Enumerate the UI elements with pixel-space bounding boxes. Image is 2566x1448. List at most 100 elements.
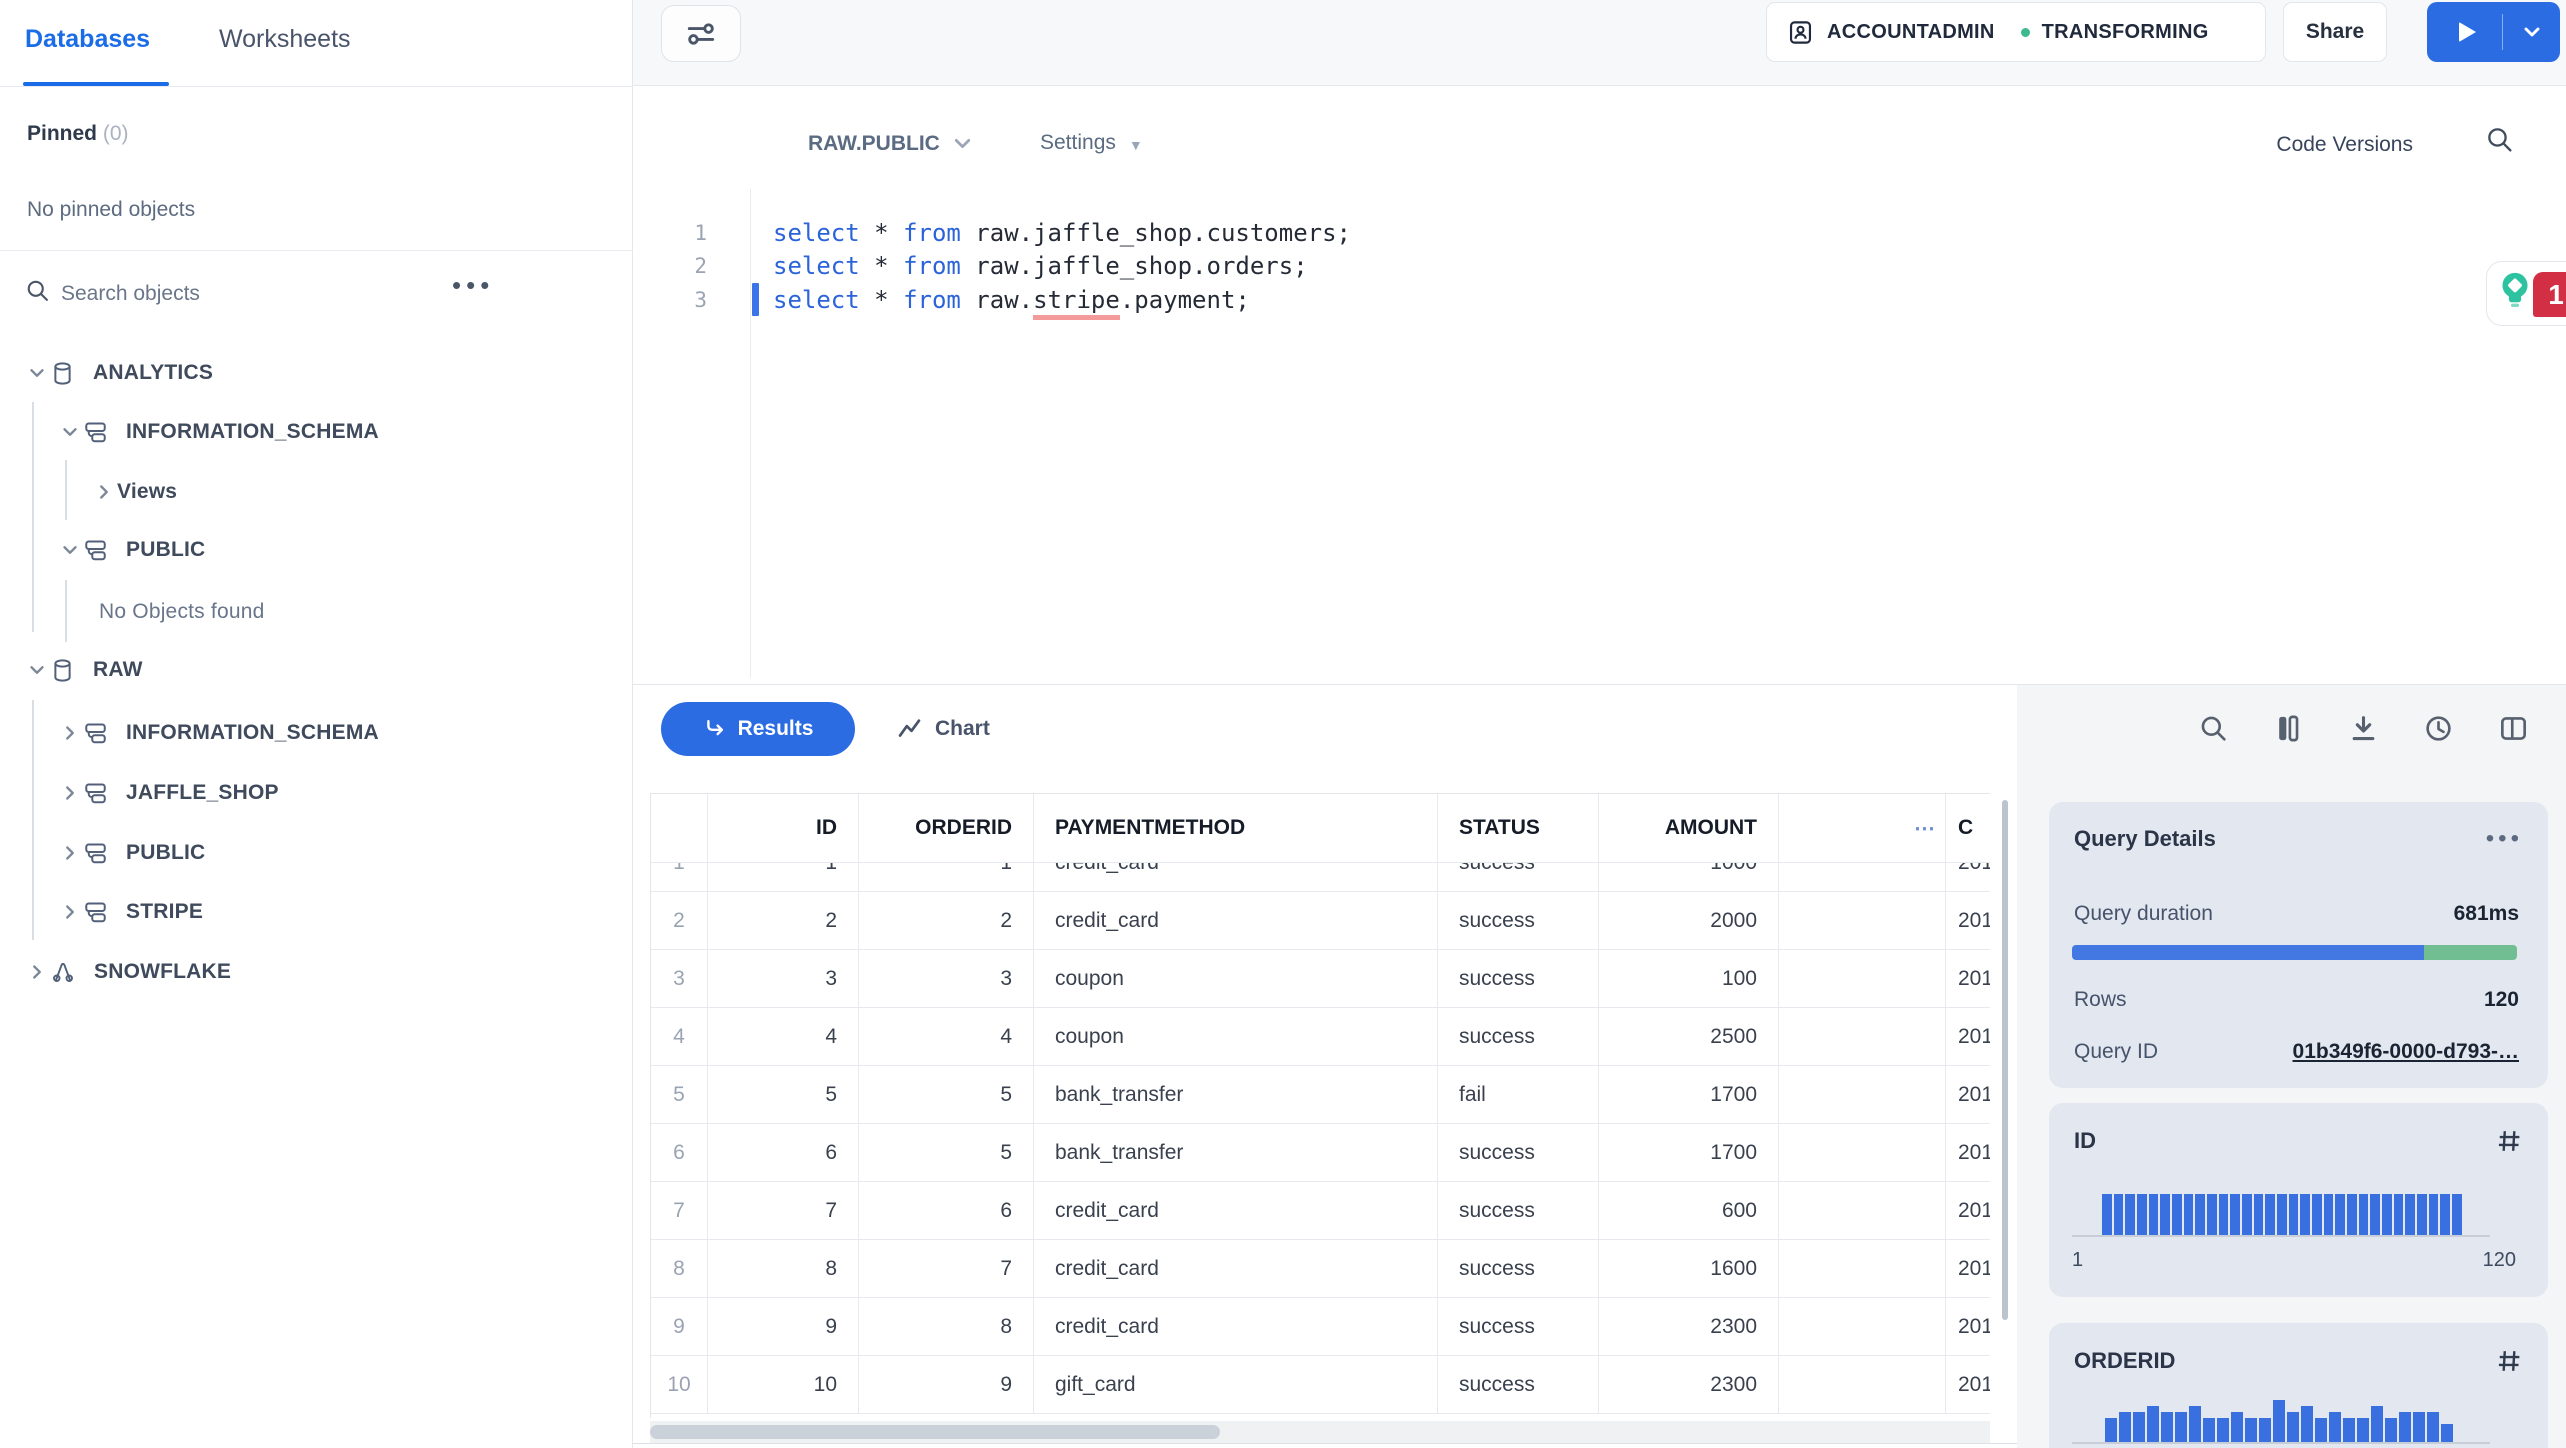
column-header-paymentmethod[interactable]: PAYMENTMETHOD [1034,794,1438,862]
settings-dropdown[interactable]: Settings ▼ [1040,131,1143,154]
grid-header-row: ID ORDERID PAYMENTMETHOD STATUS AMOUNT ⋯ C [651,794,1990,863]
histogram-bar [2189,1406,2201,1442]
application-database-icon [53,962,73,982]
column-header-orderid[interactable]: ORDERID [859,794,1034,862]
table-cell [1779,950,1946,1007]
column-header-⋯[interactable]: ⋯ [1779,794,1946,862]
table-cell: 5 [859,1124,1034,1181]
table-cell: 1700 [1599,1124,1779,1181]
pinned-section-title: Pinned (0) [27,122,129,145]
tree-item-stripe[interactable]: STRIPE [0,882,633,942]
code-line-3[interactable]: select * from raw.stripe.payment; [773,283,1250,320]
code-versions-button[interactable]: Code Versions [2276,133,2413,156]
column-header-amount[interactable]: AMOUNT [1599,794,1779,862]
horizontal-scrollbar-thumb[interactable] [650,1425,1220,1439]
table-cell [1779,892,1946,949]
tab-databases[interactable]: Databases [25,25,151,53]
editor-search-icon[interactable] [2485,125,2514,154]
tree-item-views[interactable]: Views [0,462,633,522]
tree-item-analytics[interactable]: ANALYTICS [0,343,633,403]
orderid-histogram[interactable] [2105,1400,2453,1442]
histogram-bar [2288,1194,2299,1235]
tree-item-information-schema[interactable]: INFORMATION_SCHEMA [0,402,633,462]
column-header-status[interactable]: STATUS [1438,794,1599,862]
column-header-rownum[interactable] [651,794,708,862]
tree-item-label: JAFFLE_SHOP [126,781,279,804]
history-icon[interactable] [2423,713,2454,744]
id-histogram[interactable] [2102,1194,2462,1235]
table-cell: 2018 [1958,966,1990,990]
query-id-row: Query ID 01b349f6-0000-d793-… [2074,1040,2519,1063]
filters-button[interactable] [661,5,741,62]
table-cell: credit_card [1034,1240,1438,1297]
table-cell: 7 [651,1182,708,1239]
horizontal-scrollbar[interactable] [650,1421,1990,1443]
tree-guide [32,402,34,632]
table-cell: fail [1438,1066,1599,1123]
query-details-menu-icon[interactable]: ••• [2485,825,2523,852]
tree-item-public[interactable]: PUBLIC [0,823,633,883]
table-cell: 600 [1599,1182,1779,1239]
code-line-1[interactable]: select * from raw.jaffle_shop.customers; [773,219,1351,247]
histogram-bar [2133,1412,2145,1442]
tab-worksheets[interactable]: Worksheets [219,25,351,53]
split-panel-icon[interactable] [2498,713,2529,744]
id-max-label: 120 [2482,1249,2516,1271]
histogram-bar [2428,1194,2439,1235]
run-options-button[interactable] [2503,2,2560,62]
tree-item-public[interactable]: PUBLIC [0,520,633,580]
search-icon[interactable] [2198,713,2229,744]
tree-item-information-schema[interactable]: INFORMATION_SCHEMA [0,703,633,763]
role-badge-icon [1787,19,1814,46]
run-button[interactable] [2427,2,2502,62]
chevron-right-icon [66,905,74,919]
tree-item-jaffle-shop[interactable]: JAFFLE_SHOP [0,763,633,823]
editor-hint-widget[interactable]: 1 [2486,261,2566,326]
tree-item-label: Views [117,480,178,503]
tree-item-label: SNOWFLAKE [94,960,232,983]
histogram-bar [2217,1418,2229,1442]
sql-editor[interactable]: RAW.PUBLIC Settings ▼ Code Versions 1 sel… [633,87,2566,684]
table-cell: 2018 [1958,908,1990,932]
table-cell: 1 [708,863,859,891]
share-button[interactable]: Share [2283,2,2387,62]
table-row[interactable]: 333couponsuccess1002018 [651,950,1990,1008]
tree-item-raw[interactable]: RAW [0,640,633,700]
histogram-bar [2175,1412,2187,1442]
role-warehouse-selector[interactable]: ACCOUNTADMIN TRANSFORMING [1766,2,2266,62]
histogram-bar [2207,1194,2217,1235]
tab-results[interactable]: Results [661,702,855,756]
gutter-divider [750,189,751,678]
table-cell: 9 [859,1356,1034,1413]
sidebar-kebab-menu-icon[interactable]: ••• [452,270,495,300]
table-cell: 6 [859,1182,1034,1239]
histogram-bar [2405,1194,2416,1235]
table-row[interactable]: 111credit_cardsuccess10002018 [651,863,1990,892]
table-cell [1779,1066,1946,1123]
table-cell: 1600 [1599,1240,1779,1297]
code-line-2[interactable]: select * from raw.jaffle_shop.orders; [773,252,1308,280]
database-schema-selector[interactable]: RAW.PUBLIC [808,131,975,156]
table-cell: 2018 [1958,1314,1990,1338]
tab-chart[interactable]: Chart [896,702,990,756]
download-icon[interactable] [2348,713,2379,744]
vertical-scrollbar-thumb[interactable] [2002,800,2008,1320]
search-placeholder: Search objects [61,282,200,305]
column-header-c[interactable]: C [1958,816,1974,839]
chevron-right-icon [66,846,74,860]
object-search[interactable]: Search objects ••• [0,268,633,326]
column-header-id[interactable]: ID [708,794,859,862]
table-row[interactable]: 444couponsuccess25002018 [651,1008,1990,1066]
pinned-count: (0) [102,122,129,145]
query-id-link[interactable]: 01b349f6-0000-d793-… [2292,1040,2519,1063]
tree-item-snowflake[interactable]: SNOWFLAKE [0,942,633,1002]
columns-icon[interactable] [2273,713,2304,744]
